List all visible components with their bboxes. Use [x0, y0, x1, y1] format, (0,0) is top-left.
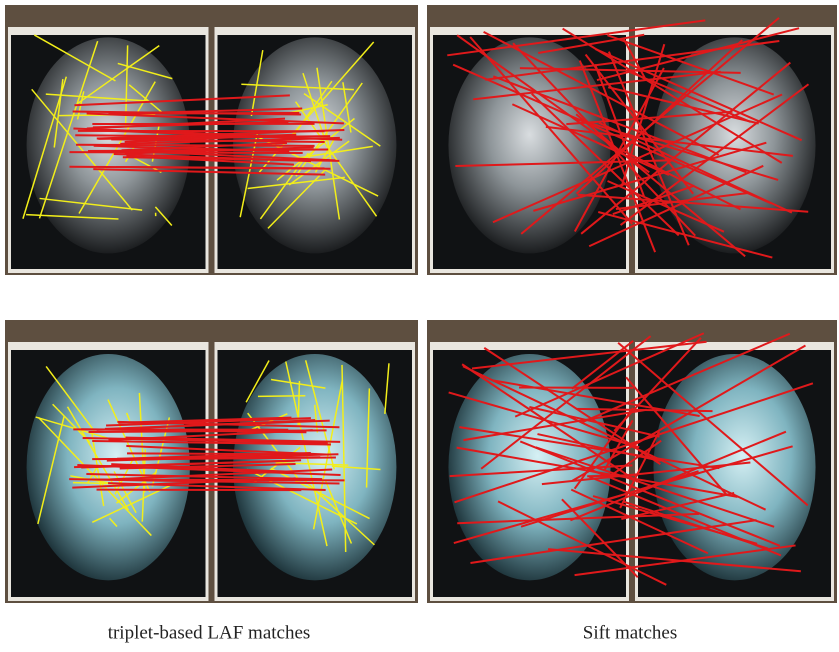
xray	[233, 354, 396, 580]
caption: triplet-based LAF matches	[108, 622, 311, 643]
panels	[5, 5, 837, 603]
caption: Sift matches	[583, 622, 677, 643]
triangle-edge	[258, 396, 305, 397]
photo	[427, 320, 837, 603]
photo	[427, 5, 837, 275]
photo	[5, 5, 418, 275]
figure: triplet-based LAF matches Sift matches	[0, 0, 839, 652]
photo	[5, 320, 418, 603]
